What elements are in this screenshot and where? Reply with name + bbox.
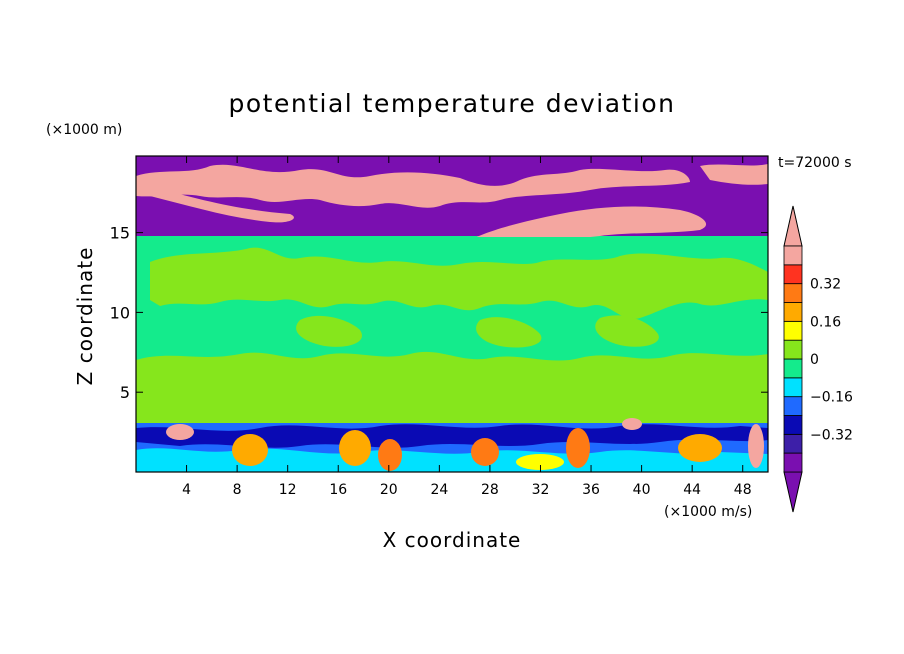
x-axis-label: X coordinate [383,528,522,552]
colorbar-segment [783,320,803,341]
lower-warm-cell-2 [339,430,371,466]
colorbar-tick-label: 0.32 [810,277,841,293]
x-unit-label: (×1000 m/s) [664,504,752,520]
middle-green-region-2 [136,351,768,423]
x-tick-label: 32 [532,482,550,498]
colorbar-segment [783,415,803,435]
x-tick-label: 12 [279,482,297,498]
colorbar-tick-label: 0.16 [810,314,841,330]
colorbar-segment [783,264,803,285]
upper-pink-patch-3 [700,164,768,185]
y-axis-label: Z coordinate [73,247,97,386]
x-tick-label: 44 [683,482,701,498]
colorbar-segment [783,433,803,454]
x-axis-ticks: 4 8 12 16 20 24 28 32 36 40 44 48 [182,156,752,498]
middle-green-region-3 [296,315,362,347]
x-tick-label: 4 [182,482,191,498]
colorbar-segment [783,245,803,266]
x-tick-label: 48 [734,482,752,498]
middle-green-region-5 [595,315,659,347]
lower-warm-cell-5 [566,428,590,468]
lower-pink-cell-1 [166,424,194,440]
chart-title: potential temperature deviation [229,89,676,118]
colorbar-tick-label: 0 [810,352,819,368]
upper-pink-patch-2 [460,206,707,246]
colorbar-extend-high [783,205,803,247]
plot-frame [135,155,769,473]
y-axis-ticks: 5 10 15 [110,224,768,402]
colorbar-segment [783,283,803,303]
x-tick-label: 36 [582,482,600,498]
lower-warm-cell-6 [678,434,722,462]
colorbar-segment [783,396,803,416]
lower-pink-cell-3 [748,424,764,468]
lower-warm-cell-3 [378,439,402,471]
y-unit-label: (×1000 m) [46,122,122,138]
lower-pink-cell-2 [622,418,642,430]
colorbar-segment [783,452,803,473]
x-tick-label: 28 [481,482,499,498]
time-annotation: t=72000 s [778,155,852,171]
plot-area [135,155,769,473]
colorbar-extend-low [783,471,803,513]
colorbar-segment [783,339,803,360]
lower-warm-cell-1 [232,434,268,466]
x-tick-label: 16 [329,482,347,498]
middle-green-region-1 [150,247,768,319]
upper-pink-patch-4 [150,186,294,223]
colorbar-segment [783,302,803,322]
x-tick-label: 40 [633,482,651,498]
lower-cyan-region [136,448,768,472]
x-tick-label: 8 [233,482,242,498]
x-tick-label: 24 [430,482,448,498]
lower-warm-cell-4 [471,438,499,466]
y-tick-label: 10 [110,303,130,322]
colorbar-segment [783,377,803,398]
upper-pink-patch-1 [136,164,690,208]
colorbar-tick-label: −0.32 [810,427,853,443]
colorbar-segment [783,358,803,379]
lower-navy-region [136,424,768,448]
colorbar-tick-label: −0.16 [810,390,853,406]
middle-green-region-4 [476,317,542,348]
y-tick-label: 5 [120,383,130,402]
lower-yellow-cell [516,454,564,470]
colorbar [783,205,803,513]
x-tick-label: 20 [380,482,398,498]
y-tick-label: 15 [110,224,130,243]
colorbar-tick-labels: 0.32 0.16 0 −0.16 −0.32 [810,277,853,444]
